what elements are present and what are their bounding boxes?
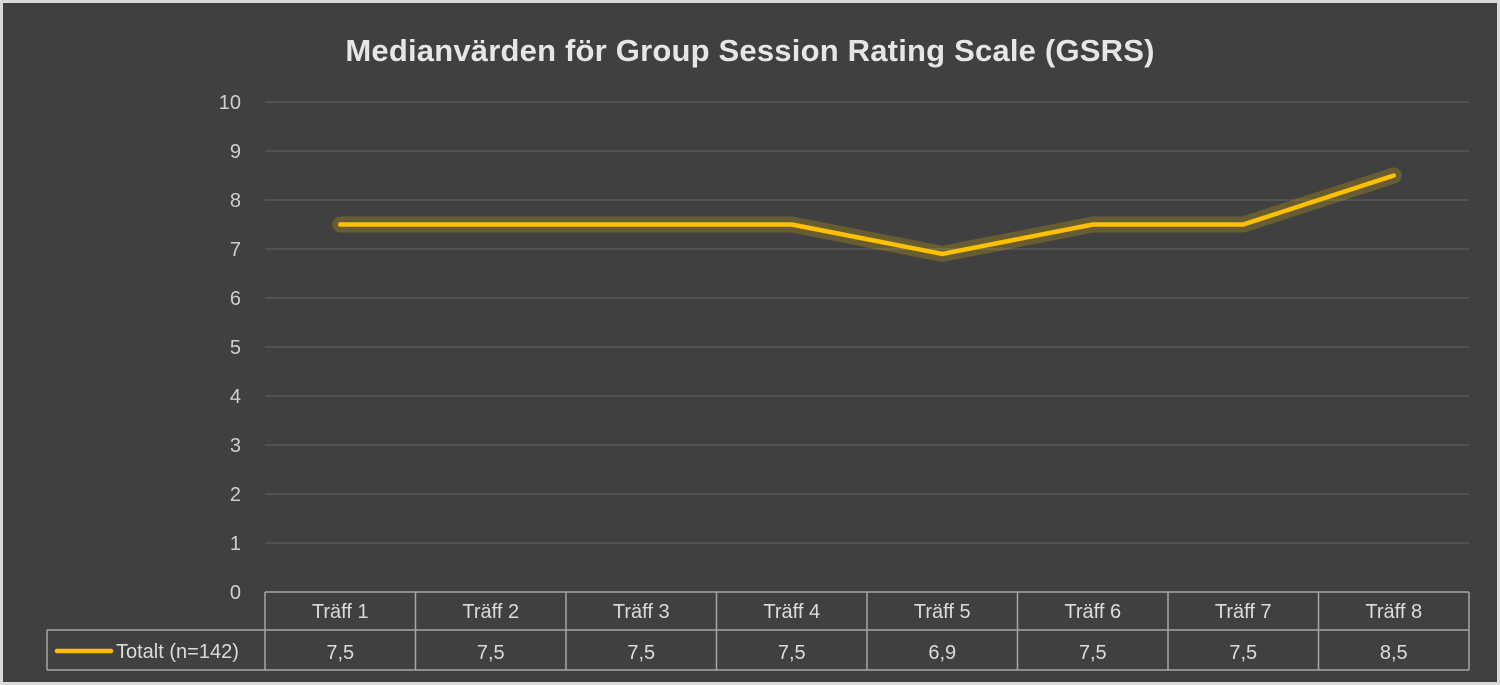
x-category-label: Träff 7 [1215, 601, 1272, 623]
legend-label: Totalt (n=142) [116, 641, 239, 663]
y-tick-label: 6 [230, 288, 241, 310]
x-category-label: Träff 2 [462, 601, 519, 623]
x-category-label: Träff 5 [914, 601, 971, 623]
data-value-label: 7,5 [1229, 642, 1257, 664]
x-category-label: Träff 4 [763, 601, 820, 623]
gridlines [265, 101, 1469, 544]
plot-area [332, 167, 1402, 262]
y-tick-label: 0 [230, 582, 241, 604]
y-tick-label: 8 [230, 190, 241, 212]
y-axis-ticks: 0 1 2 3 4 5 6 7 8 9 10 [219, 92, 241, 604]
x-category-label: Träff 6 [1064, 601, 1121, 623]
chart-title: Medianvärden för Group Session Rating Sc… [345, 33, 1155, 68]
series-line-glow [332, 167, 1402, 262]
y-tick-label: 2 [230, 484, 241, 506]
x-category-label: Träff 1 [312, 601, 369, 623]
y-tick-label: 5 [230, 337, 241, 359]
y-tick-label: 10 [219, 92, 241, 114]
x-category-label: Träff 8 [1365, 601, 1422, 623]
y-tick-label: 7 [230, 239, 241, 261]
y-tick-label: 3 [230, 435, 241, 457]
data-value-label: 6,9 [928, 642, 956, 664]
data-value-label: 7,5 [778, 642, 806, 664]
data-value-label: 7,5 [477, 642, 505, 664]
series-line [338, 173, 1397, 257]
y-tick-label: 9 [230, 141, 241, 163]
data-value-label: 7,5 [1079, 642, 1107, 664]
x-category-label: Träff 3 [613, 601, 670, 623]
data-value-label: 7,5 [627, 642, 655, 664]
y-tick-label: 1 [230, 533, 241, 555]
data-value-label: 8,5 [1380, 642, 1408, 664]
y-tick-label: 4 [230, 386, 241, 408]
data-table: Träff 1 Träff 2 Träff 3 Träff 4 Träff 5 Träff… [46, 591, 1470, 671]
data-value-label: 7,5 [326, 642, 354, 664]
